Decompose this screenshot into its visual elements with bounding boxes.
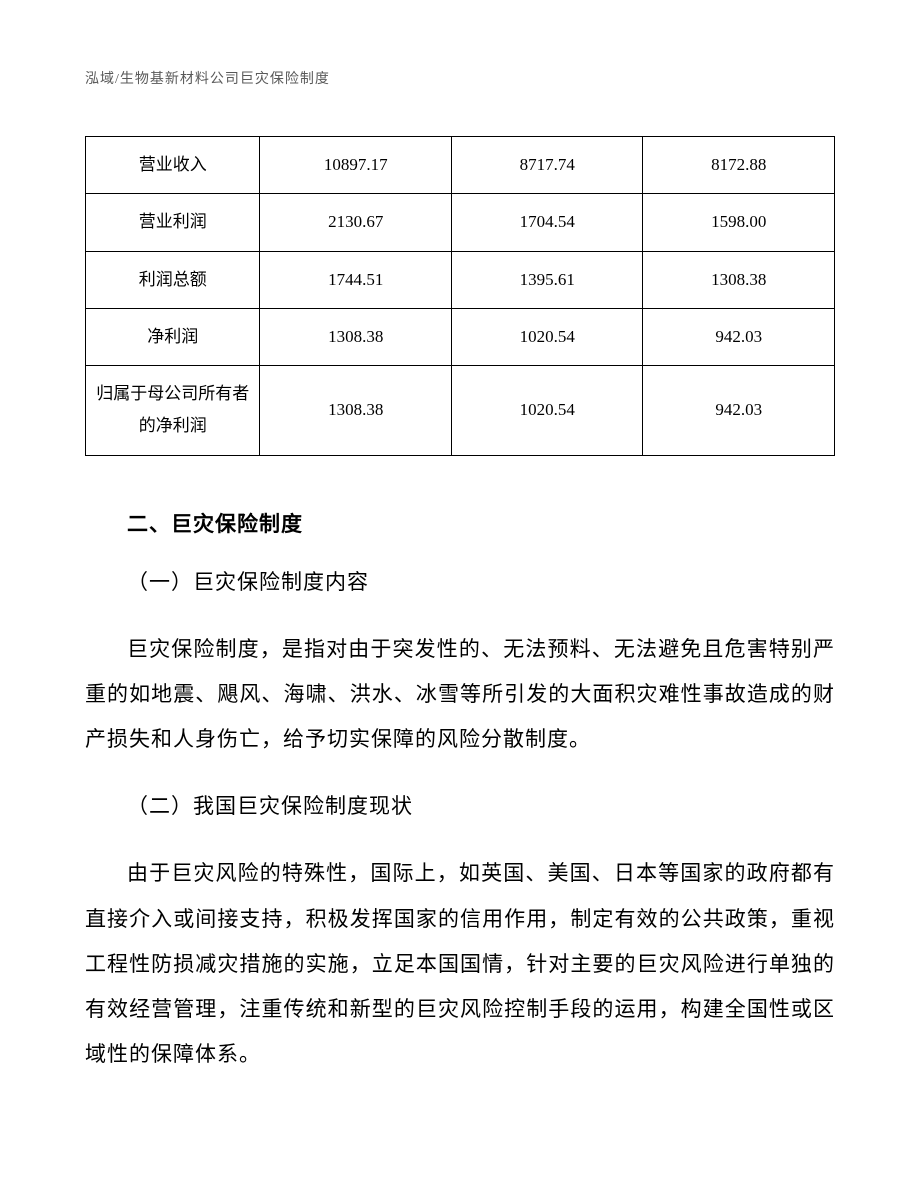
cell: 1395.61 bbox=[451, 251, 643, 308]
table-row: 营业收入 10897.17 8717.74 8172.88 bbox=[86, 137, 835, 194]
table-row: 利润总额 1744.51 1395.61 1308.38 bbox=[86, 251, 835, 308]
cell: 1704.54 bbox=[451, 194, 643, 251]
cell: 1020.54 bbox=[451, 366, 643, 456]
cell: 10897.17 bbox=[260, 137, 452, 194]
cell: 8172.88 bbox=[643, 137, 835, 194]
row-label: 利润总额 bbox=[86, 251, 260, 308]
financial-table: 营业收入 10897.17 8717.74 8172.88 营业利润 2130.… bbox=[85, 136, 835, 456]
table-row: 营业利润 2130.67 1704.54 1598.00 bbox=[86, 194, 835, 251]
paragraph-2: 由于巨灾风险的特殊性，国际上，如英国、美国、日本等国家的政府都有直接介入或间接支… bbox=[85, 851, 835, 1077]
sub-heading-2: （二）我国巨灾保险制度现状 bbox=[127, 784, 835, 829]
row-label: 归属于母公司所有者的净利润 bbox=[86, 366, 260, 456]
cell: 8717.74 bbox=[451, 137, 643, 194]
row-label: 营业收入 bbox=[86, 137, 260, 194]
cell: 2130.67 bbox=[260, 194, 452, 251]
table-row: 净利润 1308.38 1020.54 942.03 bbox=[86, 308, 835, 365]
row-label: 净利润 bbox=[86, 308, 260, 365]
paragraph-1: 巨灾保险制度，是指对由于突发性的、无法预料、无法避免且危害特别严重的如地震、飓风… bbox=[85, 627, 835, 762]
section-heading: 二、巨灾保险制度 bbox=[127, 508, 835, 538]
sub-heading-1: （一）巨灾保险制度内容 bbox=[127, 560, 835, 605]
page-header: 泓域/生物基新材料公司巨灾保险制度 bbox=[85, 68, 835, 88]
cell: 1744.51 bbox=[260, 251, 452, 308]
cell: 1308.38 bbox=[643, 251, 835, 308]
cell: 942.03 bbox=[643, 308, 835, 365]
cell: 1020.54 bbox=[451, 308, 643, 365]
cell: 1308.38 bbox=[260, 366, 452, 456]
table-row: 归属于母公司所有者的净利润 1308.38 1020.54 942.03 bbox=[86, 366, 835, 456]
cell: 1598.00 bbox=[643, 194, 835, 251]
financial-table-wrap: 营业收入 10897.17 8717.74 8172.88 营业利润 2130.… bbox=[85, 136, 835, 456]
cell: 1308.38 bbox=[260, 308, 452, 365]
row-label: 营业利润 bbox=[86, 194, 260, 251]
cell: 942.03 bbox=[643, 366, 835, 456]
